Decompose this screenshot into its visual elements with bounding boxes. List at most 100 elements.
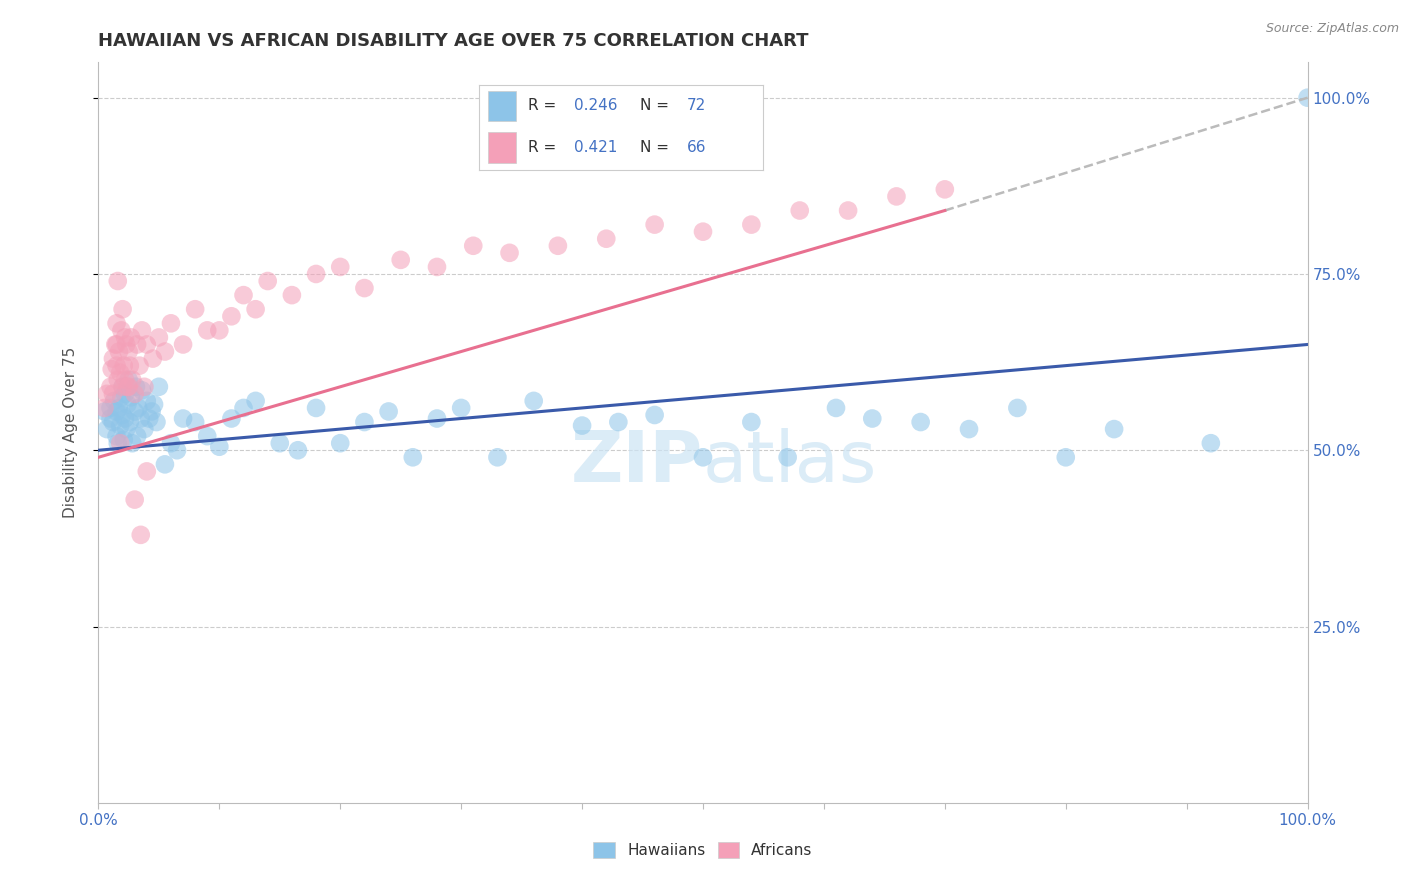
Point [117, 397, 139, 411]
Point [644, 408, 666, 422]
Point [1296, 91, 1319, 105]
Point [115, 337, 138, 351]
Point [131, 384, 153, 398]
Point [135, 464, 157, 478]
Point [134, 422, 156, 436]
Point [108, 436, 131, 450]
Text: HAWAIIAN VS AFRICAN DISABILITY AGE OVER 75 CORRELATION CHART: HAWAIIAN VS AFRICAN DISABILITY AGE OVER … [98, 32, 808, 50]
Point [837, 203, 859, 218]
Point [128, 359, 150, 373]
Point [108, 366, 131, 380]
Point [100, 411, 122, 425]
Point [114, 330, 136, 344]
Point [118, 359, 141, 373]
Point [118, 415, 141, 429]
Point [121, 373, 143, 387]
Point [463, 239, 485, 253]
Point [101, 387, 124, 401]
Point [108, 401, 131, 415]
Point [135, 393, 157, 408]
Point [498, 245, 520, 260]
Point [195, 323, 218, 337]
Point [426, 260, 449, 274]
Point [269, 436, 291, 450]
Point [377, 404, 399, 418]
Point [134, 380, 156, 394]
Text: ZIP: ZIP [571, 428, 703, 497]
Point [245, 302, 267, 317]
Point [245, 393, 267, 408]
Point [110, 323, 132, 337]
Point [114, 411, 136, 425]
Point [141, 404, 163, 418]
Point [607, 415, 630, 429]
Point [208, 440, 231, 454]
Point [131, 323, 153, 337]
Point [129, 411, 152, 425]
Point [789, 203, 811, 218]
Point [166, 443, 188, 458]
Point [1054, 450, 1077, 465]
Point [305, 267, 328, 281]
Point [402, 450, 425, 465]
Point [100, 380, 122, 394]
Point [118, 373, 141, 387]
Point [111, 302, 134, 317]
Point [1102, 422, 1125, 436]
Point [127, 429, 149, 443]
Point [305, 401, 328, 415]
Point [172, 337, 194, 351]
Point [329, 260, 352, 274]
Point [595, 232, 617, 246]
Point [118, 344, 141, 359]
Point [111, 408, 134, 422]
Point [107, 373, 129, 387]
Point [111, 380, 134, 394]
Point [153, 344, 176, 359]
Point [825, 401, 848, 415]
Point [101, 351, 124, 366]
Point [221, 310, 243, 324]
Point [886, 189, 908, 203]
Point [110, 390, 132, 404]
Point [96, 422, 118, 436]
Point [329, 436, 352, 450]
Point [100, 401, 122, 415]
Point [129, 528, 152, 542]
Point [153, 458, 176, 472]
Point [523, 393, 546, 408]
Point [104, 337, 127, 351]
Point [389, 252, 412, 267]
Point [450, 401, 472, 415]
Point [184, 415, 207, 429]
Point [353, 415, 375, 429]
Point [221, 411, 243, 425]
Point [256, 274, 278, 288]
Y-axis label: Disability Age Over 75: Disability Age Over 75 [63, 347, 77, 518]
Text: Source: ZipAtlas.com: Source: ZipAtlas.com [1265, 22, 1399, 36]
Point [105, 337, 128, 351]
Text: atlas: atlas [703, 428, 877, 497]
Point [740, 218, 762, 232]
Point [148, 330, 170, 344]
Point [145, 415, 167, 429]
Point [486, 450, 509, 465]
Point [124, 404, 146, 418]
Point [108, 418, 131, 433]
Point [103, 393, 125, 408]
Point [105, 359, 128, 373]
Point [120, 390, 142, 404]
Point [114, 387, 136, 401]
Point [148, 380, 170, 394]
Point [101, 415, 124, 429]
Point [118, 380, 141, 394]
Point [353, 281, 375, 295]
Point [692, 450, 714, 465]
Point [571, 418, 593, 433]
Point [208, 323, 231, 337]
Point [105, 404, 128, 418]
Point [644, 218, 666, 232]
Point [1199, 436, 1222, 450]
Point [860, 411, 883, 425]
Point [107, 436, 129, 450]
